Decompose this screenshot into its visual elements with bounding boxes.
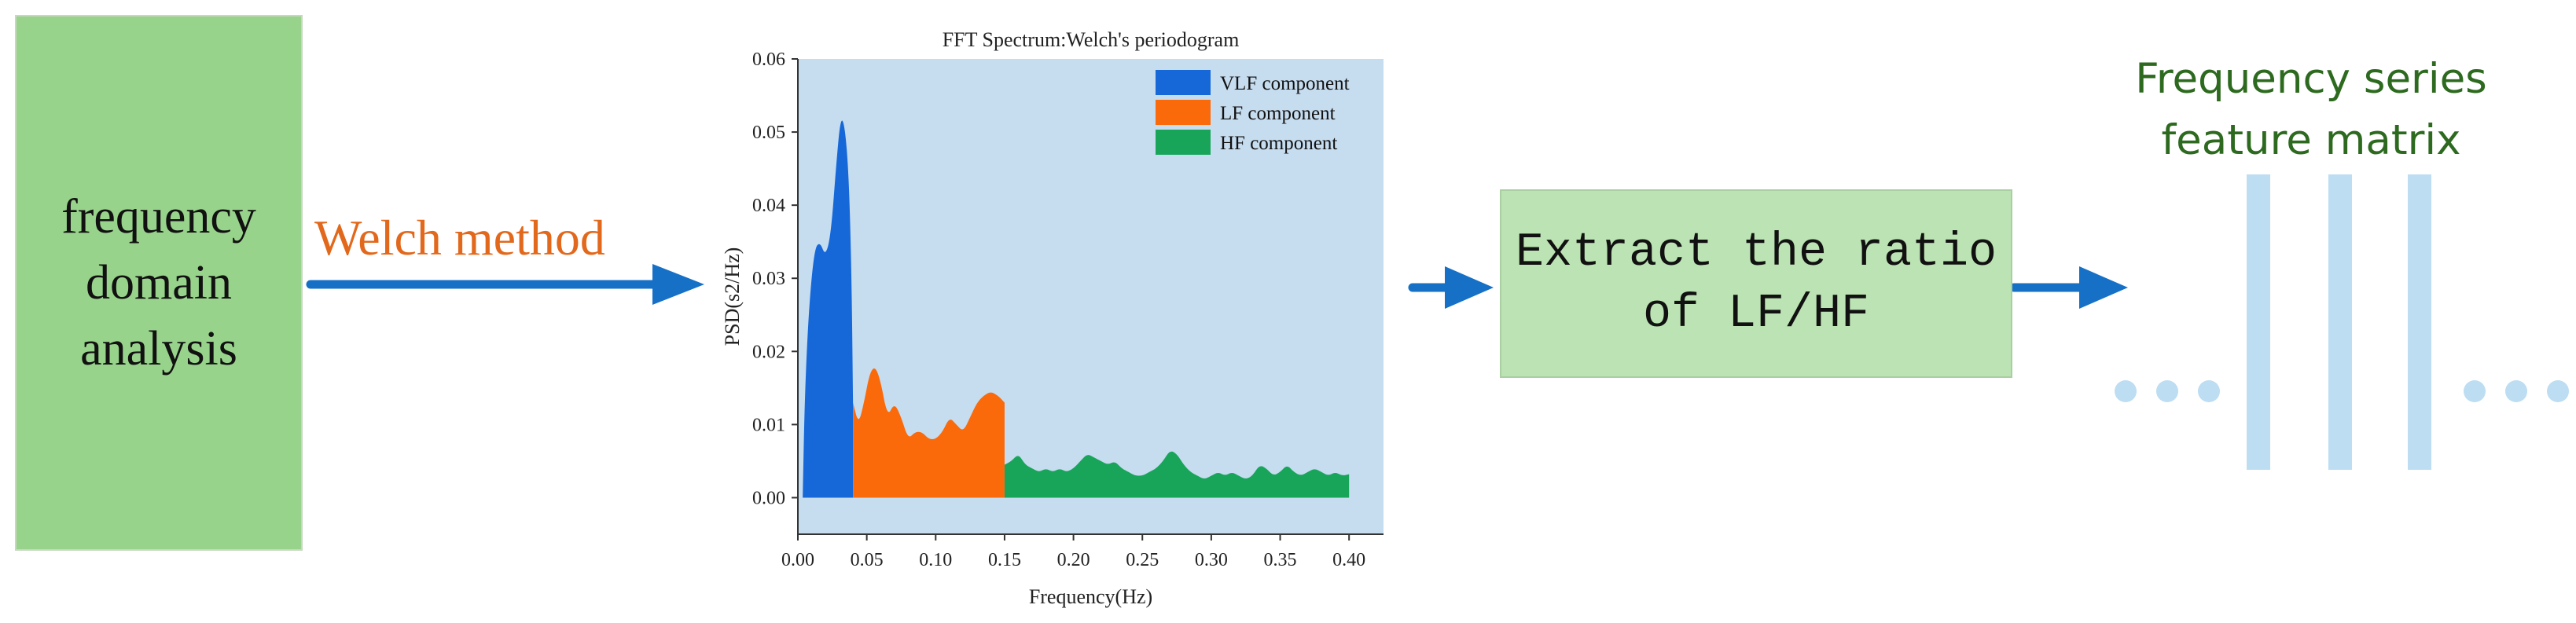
y-tick-label: 0.04 [752, 196, 785, 216]
matrix-column-bar [2408, 174, 2431, 470]
ellipsis-dot [2198, 380, 2220, 402]
ellipsis-dot [2156, 380, 2178, 402]
legend-swatch [1156, 130, 1211, 155]
x-tick-label: 0.20 [1057, 550, 1090, 570]
y-tick-label: 0.06 [752, 49, 785, 70]
feature-matrix-title: Frequency series feature matrix [2135, 55, 2487, 164]
y-tick-label: 0.02 [752, 342, 785, 362]
x-axis-label: Frequency(Hz) [1029, 585, 1152, 608]
welch-psd-chart: 0.00 0.05 0.10 0.15 0.20 0.25 0.30 0.35 0.40 0.00… [721, 28, 1384, 608]
legend-swatch [1156, 100, 1211, 125]
y-tick-label: 0.00 [752, 488, 785, 508]
arrow-to-ratio [1408, 266, 1494, 309]
x-tick-label: 0.40 [1332, 550, 1365, 570]
y-axis-label: PSD(s2/Hz) [721, 247, 744, 346]
frequency-domain-analysis-label: frequency domain analysis [61, 190, 256, 376]
legend-label: HF component [1220, 133, 1337, 154]
legend-label: LF component [1220, 103, 1336, 124]
x-tick-label: 0.05 [851, 550, 884, 570]
matrix-column-bar [2328, 174, 2352, 470]
x-tick-label: 0.00 [781, 550, 814, 570]
x-tick-label: 0.25 [1126, 550, 1159, 570]
x-tick-label: 0.15 [988, 550, 1021, 570]
y-tick-label: 0.03 [752, 269, 785, 289]
area-series-1 [803, 120, 854, 498]
ellipsis-dot [2464, 380, 2486, 402]
arrow-welch [306, 264, 704, 305]
legend-swatch [1156, 70, 1211, 95]
y-tick-label: 0.01 [752, 415, 785, 435]
legend-label: VLF component [1220, 73, 1350, 94]
frequency-domain-analysis-box: frequency domain analysis [15, 15, 303, 551]
ellipsis-dot [2505, 380, 2527, 402]
x-tick-label: 0.30 [1195, 550, 1228, 570]
area-series-2 [853, 368, 1005, 498]
ellipsis-dot [2115, 380, 2137, 402]
extract-ratio-box: Extract the ratio of LF/HF [1500, 189, 2012, 378]
arrow-to-matrix [2009, 266, 2128, 309]
x-tick-label: 0.35 [1264, 550, 1297, 570]
welch-method-label: Welch method [314, 210, 605, 266]
area-series-3 [1004, 451, 1350, 498]
chart-title: FFT Spectrum:Welch's periodogram [943, 28, 1240, 51]
matrix-column-bar [2247, 174, 2270, 470]
ellipsis-dot [2547, 380, 2569, 402]
x-tick-label: 0.10 [919, 550, 952, 570]
extract-ratio-label: Extract the ratio of LF/HF [1515, 226, 1997, 341]
y-tick-label: 0.05 [752, 123, 785, 143]
